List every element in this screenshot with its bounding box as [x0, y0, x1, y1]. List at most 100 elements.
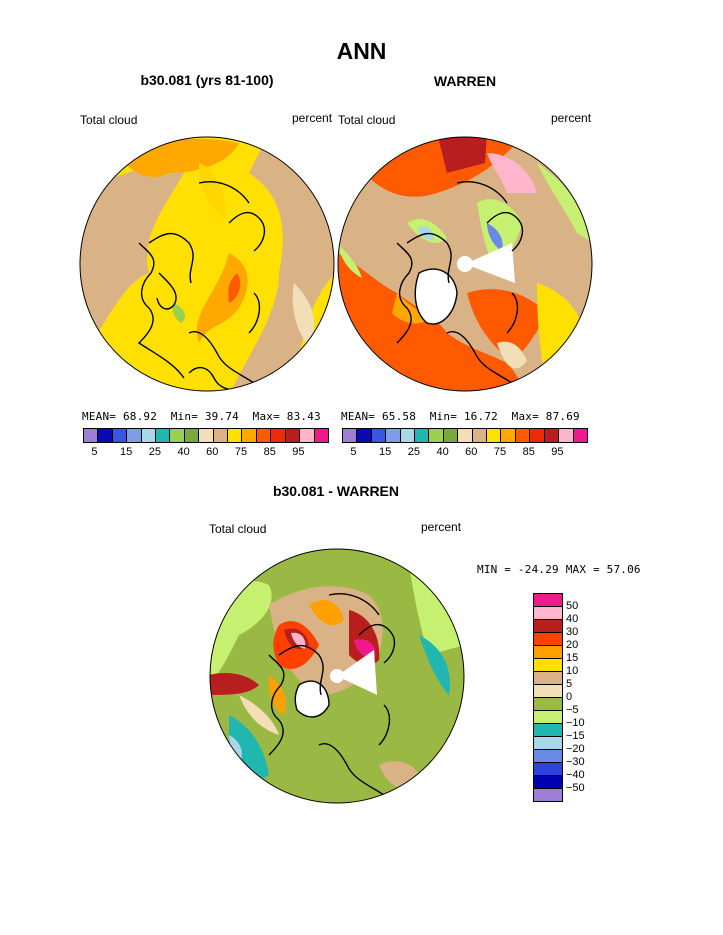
diff-colorbar-tick-label: 10: [566, 665, 579, 677]
colorbar-swatch: [314, 429, 328, 442]
colorbar-tick-label: 25: [407, 446, 420, 458]
colorbar-swatch: [170, 429, 185, 442]
left-min-value: 39.74: [204, 410, 239, 423]
diff-colorbar-swatch: [534, 763, 562, 776]
left-panel-variable-label: Total cloud: [80, 113, 138, 127]
page-title: ANN: [336, 38, 387, 64]
colorbar-tick-label: 75: [234, 446, 248, 458]
diff-colorbar-tick-label: −15: [566, 730, 585, 742]
left-panel-units-label: percent: [292, 111, 333, 125]
diff-colorbar-tick-label: −50: [566, 782, 585, 794]
right-mean-label: MEAN=: [341, 410, 376, 423]
diff-polar-map: [209, 548, 465, 804]
colorbar-swatch: [228, 429, 243, 442]
left-colorbar: [83, 428, 329, 443]
colorbar-swatch: [84, 429, 99, 442]
colorbar-swatch: [400, 429, 416, 442]
colorbar-tick-label: 60: [465, 446, 478, 458]
diff-colorbar-swatch: [534, 620, 562, 633]
colorbar-swatch: [112, 429, 128, 442]
diff-colorbar-swatch: [534, 698, 562, 711]
right-panel-subtitle: WARREN: [433, 73, 497, 89]
colorbar-swatch: [573, 429, 587, 442]
colorbar-tick-label: 15: [379, 446, 392, 458]
diff-panel-variable-label: Total cloud: [209, 522, 267, 536]
colorbar-swatch: [415, 429, 430, 442]
diff-colorbar-tick-label: −20: [566, 743, 585, 755]
colorbar-swatch: [371, 429, 387, 442]
diff-colorbar-tick-label: 15: [566, 652, 579, 664]
colorbar-tick-label: 40: [436, 446, 449, 458]
right-min-value: 16.72: [463, 410, 498, 423]
right-min-label: Min=: [429, 410, 458, 423]
right-colorbar-ticks: 5 15 25 40 60 75 85 95: [342, 446, 588, 460]
colorbar-swatch: [515, 429, 531, 442]
right-panel-variable-label: Total cloud: [338, 113, 396, 127]
diff-colorbar-swatch: [534, 646, 562, 659]
colorbar-tick-label: 85: [263, 446, 276, 458]
colorbar-tick-label: 5: [350, 446, 357, 458]
colorbar-swatch: [343, 429, 358, 442]
right-max-value: 87.69: [545, 410, 580, 423]
right-panel-stats: MEAN= 65.58 Min= 16.72 Max= 87.69: [341, 410, 580, 423]
diff-colorbar-swatch: [534, 750, 562, 763]
right-panel-units-label: percent: [551, 111, 592, 125]
colorbar-tick-label: 5: [91, 446, 98, 458]
colorbar-swatch: [458, 429, 473, 442]
colorbar-tick-label: 85: [522, 446, 535, 458]
colorbar-swatch: [98, 429, 113, 442]
colorbar-tick-label: 15: [120, 446, 133, 458]
diff-minmax: MIN = -24.29 MAX = 57.06: [477, 563, 641, 576]
diff-colorbar-tick-label: 0: [566, 691, 573, 703]
diff-colorbar-swatch: [534, 711, 562, 724]
colorbar-swatch: [127, 429, 142, 442]
diff-colorbar-tick-label: 5: [566, 678, 573, 690]
diff-colorbar-swatch: [534, 607, 562, 620]
diff-panel-subtitle: b30.081 - WARREN: [272, 483, 400, 499]
colorbar-swatch: [559, 429, 574, 442]
diff-colorbar-swatch: [534, 685, 562, 698]
colorbar-swatch: [429, 429, 444, 442]
left-panel-subtitle: b30.081 (yrs 81-100): [140, 72, 274, 88]
colorbar-swatch: [544, 429, 560, 442]
diff-colorbar-tick-label: 50: [566, 600, 579, 612]
right-colorbar: [342, 428, 588, 443]
colorbar-swatch: [271, 429, 286, 442]
left-colorbar-ticks: 5 15 25 40 60 75 85 95: [83, 446, 329, 460]
left-panel-stats: MEAN= 68.92 Min= 39.74 Max= 83.43: [82, 410, 321, 423]
colorbar-tick-label: 25: [148, 446, 161, 458]
colorbar-swatch: [141, 429, 157, 442]
colorbar-swatch: [213, 429, 229, 442]
left-max-label: Max=: [252, 410, 280, 423]
diff-colorbar-swatch: [534, 659, 562, 672]
diff-colorbar-swatch: [534, 724, 562, 737]
diff-colorbar-tick-label: −30: [566, 756, 585, 768]
colorbar-swatch: [530, 429, 545, 442]
right-polar-map: [337, 136, 593, 392]
colorbar-swatch: [443, 429, 459, 442]
left-polar-map: [79, 136, 335, 392]
colorbar-swatch: [472, 429, 488, 442]
colorbar-tick-label: 60: [206, 446, 219, 458]
diff-colorbar-tick-label: −5: [566, 704, 579, 716]
diff-colorbar-swatch: [534, 633, 562, 646]
diff-panel-units-label: percent: [421, 520, 462, 534]
right-max-label: Max=: [511, 410, 539, 423]
left-mean-value: 68.92: [122, 410, 158, 423]
colorbar-swatch: [156, 429, 171, 442]
left-mean-label: MEAN=: [82, 410, 117, 423]
colorbar-swatch: [199, 429, 214, 442]
colorbar-swatch: [184, 429, 200, 442]
diff-colorbar-swatch: [534, 737, 562, 750]
diff-colorbar-swatch: [534, 776, 562, 789]
left-max-value: 83.43: [286, 410, 321, 423]
colorbar-swatch: [386, 429, 401, 442]
diff-colorbar-tick-label: −10: [566, 717, 585, 729]
left-min-label: Min=: [170, 410, 199, 423]
diff-colorbar-tick-label: 40: [566, 613, 579, 625]
diff-colorbar-tick-label: 30: [566, 626, 579, 638]
diff-colorbar: [533, 593, 563, 802]
colorbar-swatch: [256, 429, 272, 442]
colorbar-tick-label: 75: [493, 446, 507, 458]
colorbar-swatch: [285, 429, 301, 442]
